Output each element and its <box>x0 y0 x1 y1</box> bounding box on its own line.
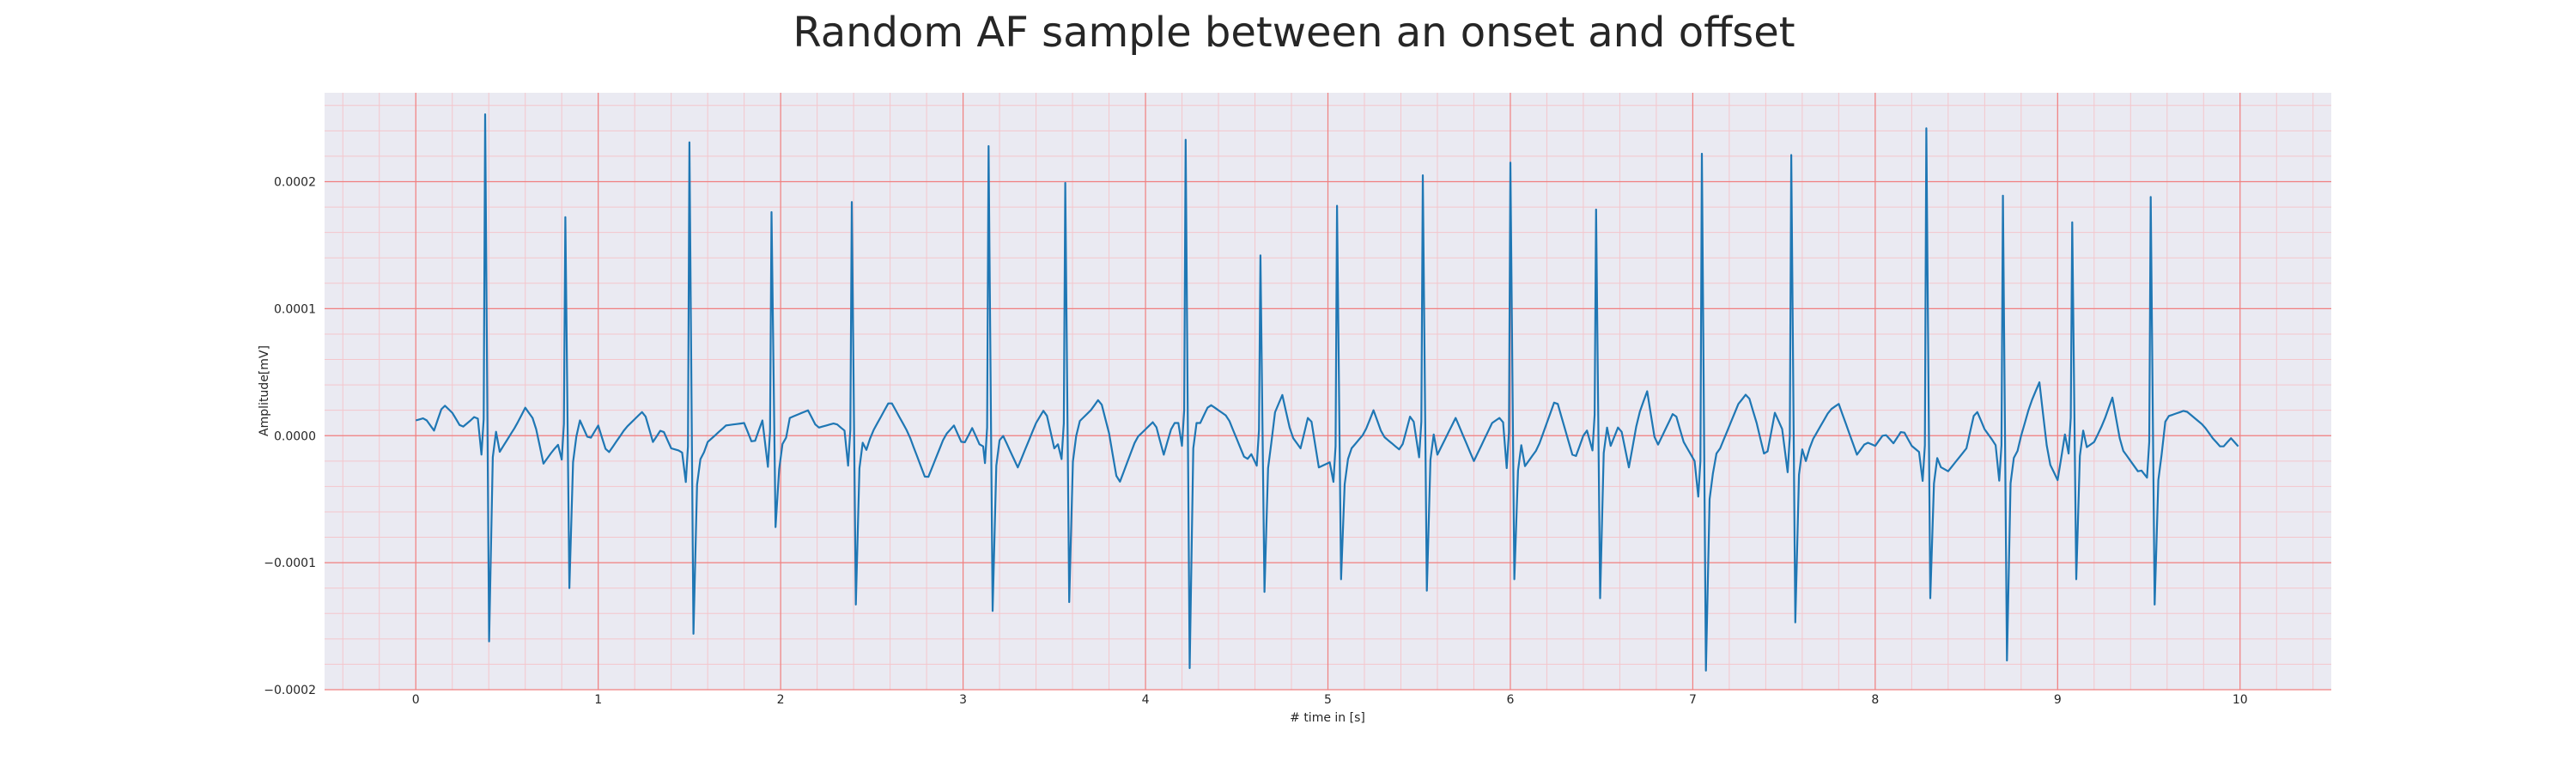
x-tick-label: 7 <box>1689 693 1697 707</box>
x-tick-label: 8 <box>1871 693 1879 707</box>
x-tick-label: 0 <box>412 693 420 707</box>
x-tick-label: 5 <box>1324 693 1332 707</box>
y-tick-label: 0.0000 <box>274 429 316 443</box>
x-tick-label: 10 <box>2233 693 2248 707</box>
x-tick-label: 2 <box>777 693 785 707</box>
y-tick-label: 0.0001 <box>274 302 316 316</box>
x-tick-label: 9 <box>2054 693 2062 707</box>
x-tick-label: 4 <box>1142 693 1150 707</box>
x-axis-label: # time in [s] <box>1290 711 1365 725</box>
x-tick-label: 3 <box>959 693 967 707</box>
y-tick-label: 0.0002 <box>274 176 316 190</box>
series-layer <box>415 113 2239 672</box>
ecg-series-line <box>415 113 2239 672</box>
y-tick-label: −0.0001 <box>264 557 316 570</box>
chart-title: Random AF sample between an onset and of… <box>793 9 1795 57</box>
y-tick-label: −0.0002 <box>264 684 316 697</box>
y-axis-label: Amplitude[mV] <box>258 345 271 436</box>
x-tick-label: 1 <box>594 693 602 707</box>
y-axis-ticks: 0.0002 0.0001 0.0000 −0.0001 −0.0002 <box>264 176 316 697</box>
major-grid <box>325 93 2331 691</box>
x-tick-label: 6 <box>1506 693 1514 707</box>
x-axis-ticks: 0 1 2 3 4 5 6 7 8 9 10 <box>412 693 2248 707</box>
